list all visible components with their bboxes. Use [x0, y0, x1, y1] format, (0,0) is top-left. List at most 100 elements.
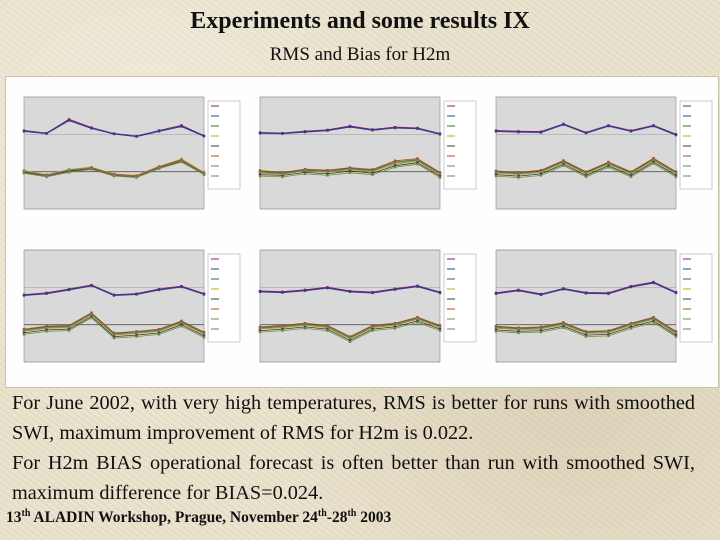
data-point: [303, 169, 307, 172]
data-point: [202, 135, 206, 138]
body-text: For June 2002, with very high temperatur…: [12, 388, 695, 508]
data-point: [157, 288, 161, 292]
data-point: [494, 169, 498, 173]
data-point: [562, 123, 565, 126]
plot-area: [259, 96, 441, 210]
data-point: [258, 171, 262, 174]
data-point: [438, 325, 442, 329]
data-point: [112, 335, 116, 338]
data-point: [112, 333, 116, 336]
data-point: [674, 333, 678, 337]
data-point: [180, 325, 183, 328]
plot-area: [259, 249, 441, 363]
data-point: [494, 292, 498, 295]
data-point: [303, 323, 307, 326]
data-point: [348, 335, 352, 338]
data-point: [258, 325, 262, 329]
data-point: [652, 321, 655, 324]
chart-2-svg: [258, 96, 477, 210]
data-point: [371, 129, 374, 132]
data-point: [157, 333, 161, 336]
data-point: [562, 160, 565, 164]
data-point: [674, 335, 678, 338]
data-point: [629, 285, 633, 289]
data-point: [157, 130, 161, 133]
data-point: [67, 327, 71, 331]
data-point: [416, 161, 419, 164]
data-point: [652, 124, 655, 128]
footer-part-4: 2003: [356, 509, 392, 527]
data-point: [67, 329, 71, 332]
paragraph-bias: For H2m BIAS operational forecast is oft…: [12, 452, 695, 504]
data-point: [348, 167, 352, 171]
data-point: [371, 291, 374, 295]
chart-4: [8, 232, 244, 384]
data-point: [258, 329, 262, 332]
data-point: [517, 330, 520, 333]
data-point: [393, 161, 397, 165]
data-point: [539, 327, 543, 330]
data-point: [258, 169, 262, 172]
data-point: [562, 326, 565, 329]
chart-2: [244, 79, 480, 231]
data-point: [135, 335, 138, 338]
data-point: [517, 176, 520, 179]
data-point: [303, 322, 307, 325]
data-point: [371, 172, 374, 175]
chart-5-svg: [258, 249, 477, 363]
data-point: [629, 174, 633, 177]
data-point: [281, 132, 284, 135]
data-point: [281, 291, 284, 294]
data-point: [180, 321, 183, 324]
data-point: [90, 313, 93, 316]
data-point: [67, 324, 71, 327]
data-point: [438, 171, 442, 174]
data-point: [494, 171, 498, 174]
data-point: [348, 290, 352, 293]
paragraph-rms: For June 2002, with very high temperatur…: [12, 392, 695, 444]
chart-6-svg: [494, 249, 713, 363]
footer-sup-3: th: [347, 508, 357, 519]
data-point: [371, 329, 374, 332]
data-point: [629, 172, 633, 175]
data-point: [539, 329, 543, 332]
data-point: [562, 163, 565, 166]
data-point: [584, 174, 588, 177]
data-point: [303, 289, 307, 292]
data-point: [607, 330, 610, 334]
data-point: [607, 334, 610, 338]
data-point: [494, 130, 498, 133]
data-point: [562, 159, 565, 162]
data-point: [258, 330, 262, 334]
data-point: [652, 162, 655, 165]
data-point: [22, 130, 26, 133]
data-point: [562, 288, 565, 291]
chart-3-svg: [494, 96, 713, 210]
data-point: [438, 172, 442, 176]
data-point: [22, 329, 26, 332]
data-point: [494, 326, 498, 329]
data-point: [45, 325, 48, 328]
data-point: [416, 316, 419, 319]
data-point: [416, 159, 419, 162]
data-point: [539, 325, 543, 329]
data-point: [584, 172, 588, 175]
data-point: [281, 175, 284, 179]
data-point: [258, 173, 262, 176]
slide-title: Experiments and some results IX: [190, 8, 530, 34]
data-point: [562, 164, 565, 167]
data-point: [202, 172, 206, 175]
data-point: [326, 174, 329, 177]
data-point: [517, 174, 520, 178]
data-point: [67, 168, 71, 171]
data-point: [180, 125, 183, 128]
data-point: [371, 173, 374, 176]
plot-area: [23, 96, 205, 210]
data-point: [393, 166, 397, 169]
data-point: [180, 285, 183, 289]
data-point: [652, 281, 655, 285]
data-point: [652, 317, 655, 320]
data-point: [135, 330, 138, 333]
data-point: [180, 319, 183, 323]
data-point: [607, 164, 610, 167]
